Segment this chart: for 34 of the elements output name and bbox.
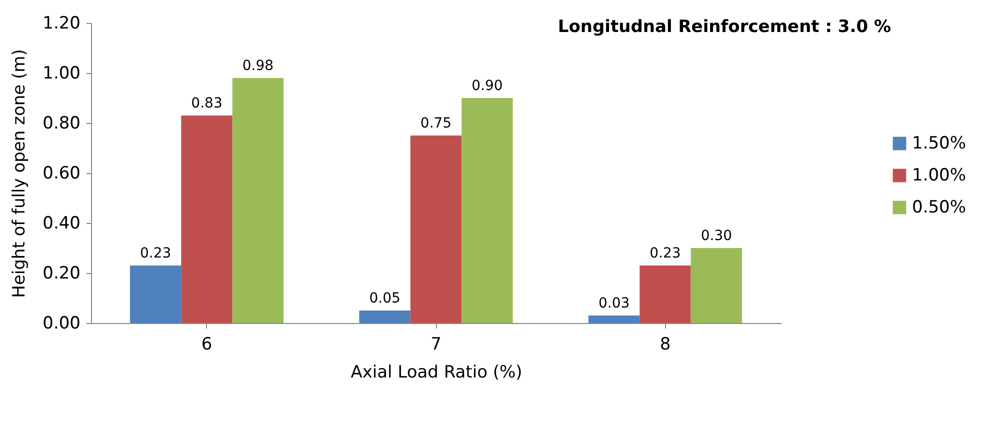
data-label: 0.23 — [650, 246, 681, 262]
bar — [640, 266, 691, 323]
y-tick-label: 0.00 — [42, 314, 80, 334]
data-label: 0.23 — [140, 246, 172, 262]
legend-label: 1.50% — [912, 134, 966, 154]
legend-label: 1.00% — [912, 166, 966, 186]
bar — [359, 310, 410, 323]
chart-title: Longitudnal Reinforcement : 3.0 % — [558, 17, 891, 37]
x-tick-label: 8 — [660, 334, 671, 354]
y-axis-title: Height of fully open zone (m) — [10, 49, 30, 298]
y-tick-label: 0.20 — [42, 264, 80, 284]
bar — [690, 248, 742, 323]
data-label: 0.75 — [420, 116, 452, 132]
y-tick-label: 1.00 — [42, 64, 80, 84]
data-label: 0.98 — [242, 58, 274, 74]
x-tick-label: 7 — [430, 334, 442, 354]
bar — [130, 266, 182, 323]
bar — [181, 116, 232, 323]
y-tick-label: 1.20 — [42, 14, 80, 34]
bar — [232, 78, 284, 323]
data-label: 0.90 — [472, 78, 503, 94]
bar — [462, 98, 513, 323]
data-label: 0.30 — [700, 228, 732, 244]
data-label: 0.03 — [598, 296, 630, 312]
x-axis-title: Axial Load Ratio (%) — [350, 362, 522, 382]
bar — [410, 136, 462, 323]
y-tick-label: 0.40 — [42, 214, 80, 234]
x-tick-label: 6 — [201, 334, 212, 354]
y-tick-label: 0.80 — [42, 114, 80, 134]
bar — [588, 316, 640, 323]
y-tick-label: 0.60 — [42, 164, 80, 184]
data-label: 0.83 — [191, 96, 222, 112]
data-label: 0.05 — [369, 290, 400, 306]
legend-label: 0.50% — [912, 198, 966, 218]
